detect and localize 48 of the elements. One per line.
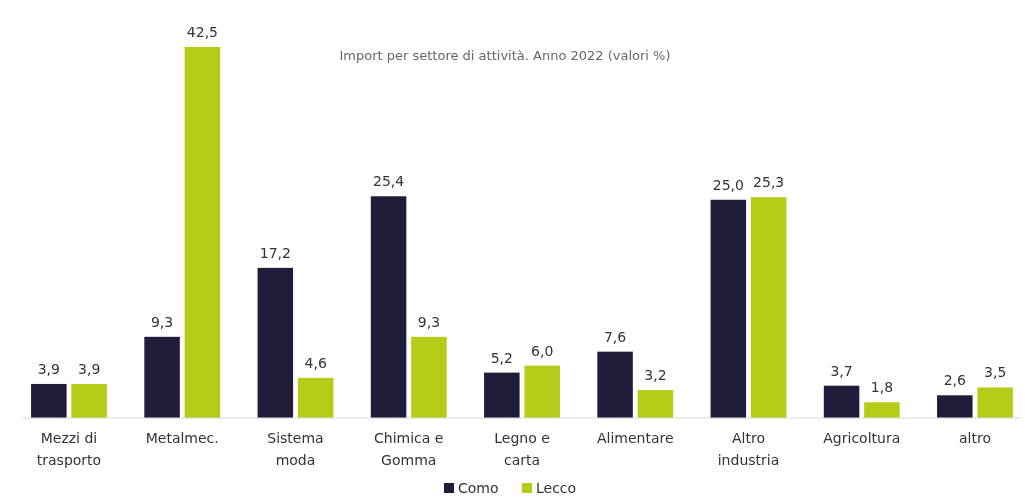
data-label: 3,9 (78, 360, 101, 377)
data-label: 3,5 (984, 364, 1007, 381)
chart-title: Import per settore di attività. Anno 2022 (valori %) (339, 48, 671, 63)
x-tick-label: altro (959, 430, 991, 446)
bar (823, 385, 860, 418)
data-label: 25,0 (712, 176, 744, 193)
bar (637, 390, 674, 418)
bar (411, 336, 447, 418)
x-tick-label: Chimica e Gomma (374, 430, 444, 468)
bar (750, 197, 787, 418)
data-label: 9,3 (150, 313, 174, 330)
bar (184, 47, 221, 418)
x-tick-label: Sistema moda (267, 430, 324, 468)
legend-label: Como (458, 480, 499, 496)
data-label: 42,5 (186, 24, 219, 40)
data-label: 6,0 (531, 342, 554, 359)
data-label: 2,6 (943, 372, 967, 389)
x-tick-label: Metalmec. (145, 430, 219, 446)
bar (71, 383, 107, 418)
x-tick-label: Mezzi di trasporto (36, 430, 102, 468)
data-label: 3,9 (37, 360, 60, 377)
data-label: 5,2 (490, 349, 513, 366)
data-label: 9,3 (417, 313, 441, 330)
data-label: 1,8 (870, 379, 894, 396)
bar (937, 395, 973, 418)
bar (370, 196, 407, 418)
bar (144, 336, 180, 418)
bar (864, 402, 900, 418)
x-tick-label: Altro industria (717, 430, 780, 468)
bar (524, 365, 560, 418)
data-label: 4,6 (304, 354, 327, 371)
x-tick-label: Alimentare (596, 430, 674, 446)
bar (977, 387, 1013, 418)
x-tick-label: Legno e carta (494, 430, 550, 468)
data-label: 17,2 (259, 244, 291, 261)
data-label: 3,7 (830, 362, 853, 379)
bar (257, 267, 294, 418)
bar (710, 199, 747, 418)
x-tick-label: Agricoltura (823, 430, 901, 446)
bar (297, 377, 334, 418)
data-label: 7,6 (603, 328, 627, 345)
bar (31, 383, 67, 418)
data-label: 25,3 (753, 174, 785, 191)
data-label: 25,4 (372, 173, 405, 190)
bar (484, 372, 520, 418)
data-label: 3,2 (644, 367, 667, 384)
legend-label: Lecco (536, 480, 577, 496)
bar (597, 351, 633, 418)
